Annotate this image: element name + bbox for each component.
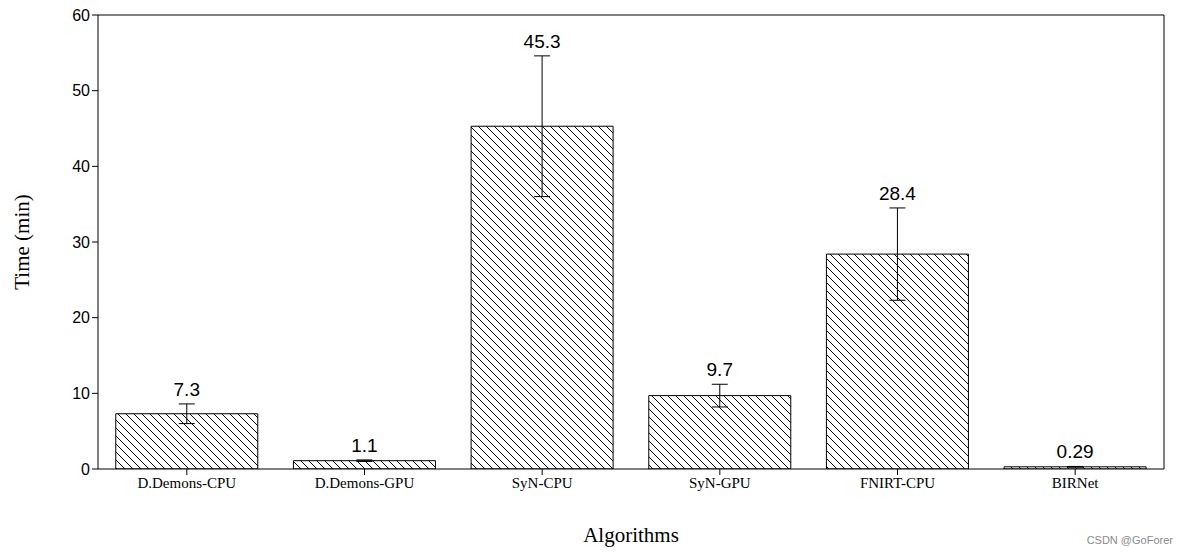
svg-text:45.3: 45.3	[524, 31, 561, 52]
html-text:CSDN @GoForer: CSDN @GoForer	[1086, 534, 1173, 546]
svg-text:28.4: 28.4	[879, 183, 916, 204]
svg-text:10: 10	[72, 385, 90, 402]
svg-text:SyN-CPU: SyN-CPU	[512, 475, 573, 491]
svg-text:40: 40	[72, 158, 90, 175]
svg-text:SyN-GPU: SyN-GPU	[689, 475, 751, 491]
svg-text:50: 50	[72, 82, 90, 99]
svg-text:Algorithms: Algorithms	[583, 523, 679, 547]
svg-text:0: 0	[81, 461, 90, 478]
svg-text:D.Demons-CPU: D.Demons-CPU	[137, 475, 236, 491]
svg-text:60: 60	[72, 8, 90, 24]
svg-text:BIRNet: BIRNet	[1052, 475, 1099, 491]
svg-text:30: 30	[72, 234, 90, 251]
svg-text:0.29: 0.29	[1057, 441, 1094, 462]
svg-text:20: 20	[72, 309, 90, 326]
svg-text:7.3: 7.3	[174, 379, 200, 400]
svg-text:9.7: 9.7	[707, 359, 733, 380]
svg-text:D.Demons-GPU: D.Demons-GPU	[315, 475, 415, 491]
svg-text:1.1: 1.1	[351, 435, 377, 456]
svg-text:FNIRT-CPU: FNIRT-CPU	[860, 475, 935, 491]
svg-text:Time (min): Time (min)	[10, 194, 34, 289]
